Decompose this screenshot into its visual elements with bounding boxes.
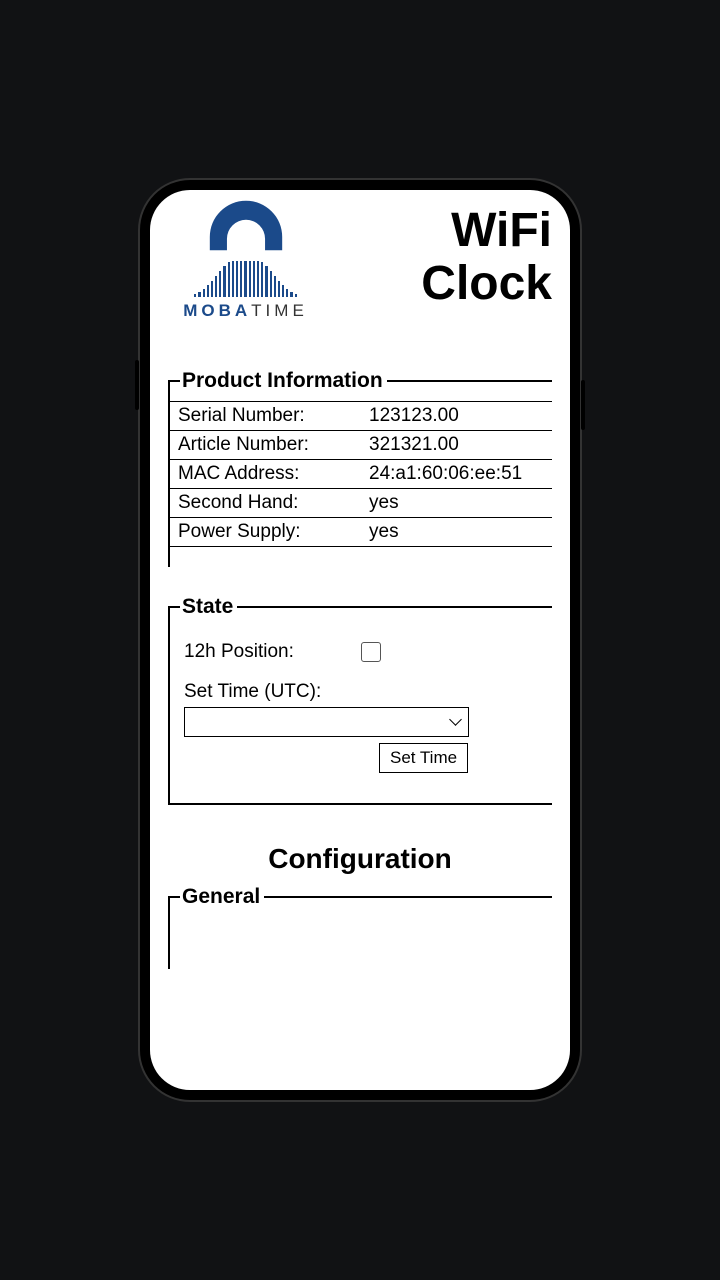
table-row: Article Number: 321321.00 <box>170 431 552 460</box>
logo-bars-icon <box>168 261 323 297</box>
info-value: 24:a1:60:06:ee:51 <box>361 460 552 489</box>
product-info-section: Product Information Serial Number: 12312… <box>168 369 552 567</box>
state-section: State 12h Position: Set Time (UTC): Set … <box>168 595 552 805</box>
position-label: 12h Position: <box>184 641 361 663</box>
brand-name: MOBATIME <box>168 301 323 321</box>
set-time-label: Set Time (UTC): <box>184 681 538 703</box>
brand-logo: MOBATIME <box>168 195 323 321</box>
phone-screen: MOBATIME WiFi Clock Product Information … <box>150 190 570 1090</box>
header: MOBATIME WiFi Clock <box>168 190 552 341</box>
table-row: Second Hand: yes <box>170 489 552 518</box>
state-body: 12h Position: Set Time (UTC): Set Time <box>170 619 552 783</box>
state-legend: State <box>180 595 237 619</box>
info-label: MAC Address: <box>170 460 361 489</box>
info-value: yes <box>361 518 552 547</box>
set-time-button[interactable]: Set Time <box>379 743 468 773</box>
table-row: Serial Number: 123123.00 <box>170 402 552 431</box>
set-time-dropdown[interactable] <box>184 707 469 737</box>
info-label: Second Hand: <box>170 489 361 518</box>
page-title-line2: Clock <box>421 258 552 311</box>
info-value: yes <box>361 489 552 518</box>
info-value: 321321.00 <box>361 431 552 460</box>
brand-name-part1: MOBA <box>183 301 251 320</box>
state-row-settime: Set Time (UTC): Set Time <box>184 681 538 773</box>
info-label: Article Number: <box>170 431 361 460</box>
phone-frame: MOBATIME WiFi Clock Product Information … <box>140 180 580 1100</box>
info-value: 123123.00 <box>361 402 552 431</box>
product-info-table: Serial Number: 123123.00 Article Number:… <box>170 401 552 547</box>
product-info-legend: Product Information <box>180 369 387 393</box>
position-checkbox[interactable] <box>361 642 381 662</box>
general-section: General <box>168 885 552 969</box>
page-content: MOBATIME WiFi Clock Product Information … <box>150 190 570 1090</box>
brand-name-part2: TIME <box>251 301 308 320</box>
state-row-position: 12h Position: <box>184 641 538 663</box>
info-label: Serial Number: <box>170 402 361 431</box>
table-row: MAC Address: 24:a1:60:06:ee:51 <box>170 460 552 489</box>
page-title: WiFi Clock <box>421 205 552 311</box>
info-label: Power Supply: <box>170 518 361 547</box>
page-title-line1: WiFi <box>421 205 552 258</box>
table-row: Power Supply: yes <box>170 518 552 547</box>
general-legend: General <box>180 885 264 909</box>
configuration-heading: Configuration <box>168 843 552 875</box>
